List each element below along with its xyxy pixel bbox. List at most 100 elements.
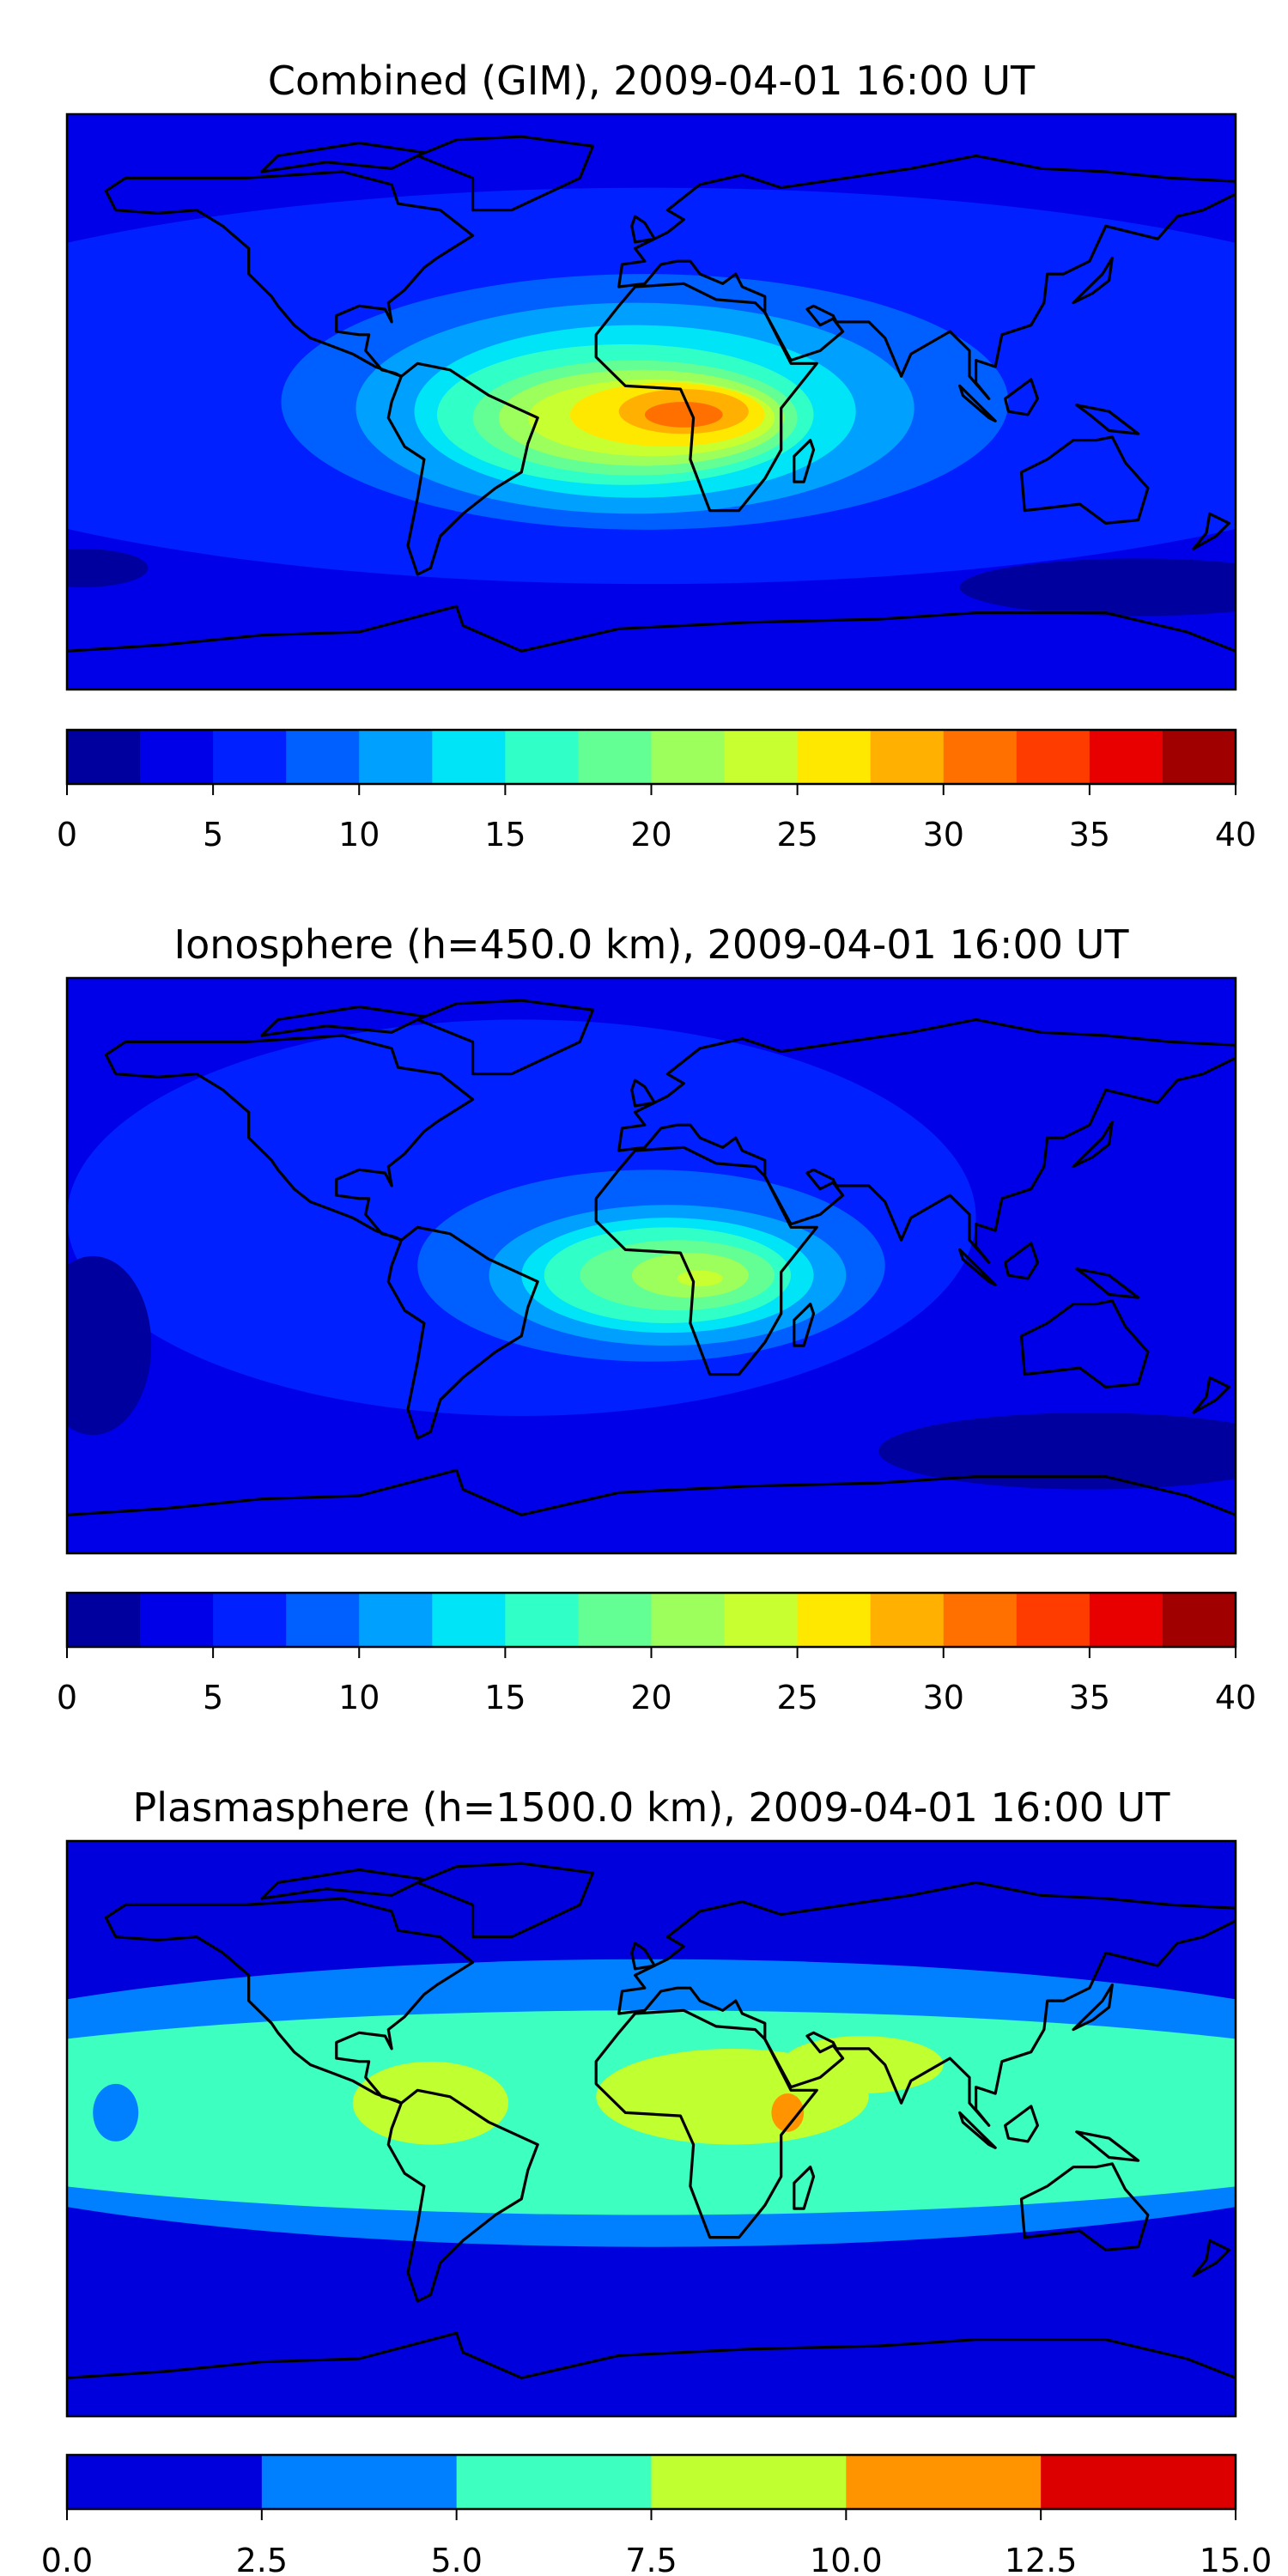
colorbar-tick-label: 10 [338, 1679, 380, 1716]
coastline-new-zealand [1192, 2239, 1231, 2277]
colorbar-segment [1089, 1593, 1163, 1647]
map-frame [65, 112, 1237, 691]
coastline-new-guinea [1075, 404, 1140, 435]
coastline-japan [1072, 1120, 1114, 1169]
colorbar-segment [651, 2455, 847, 2509]
coastline-antarctica [67, 1468, 1236, 1516]
coastline-sumatra [958, 384, 997, 422]
coastline-greenland [416, 1862, 595, 1939]
coastline-new-zealand [1192, 512, 1231, 550]
colorbar-segment [213, 730, 287, 784]
coastline-africa [594, 1145, 818, 1376]
colorbar-tick-label: 20 [630, 1679, 671, 1716]
colorbar-segment [846, 2455, 1042, 2509]
colorbar-tick-label: 7.5 [625, 2542, 677, 2576]
coastline-canadian-arctic [260, 1868, 426, 1900]
map-contours [67, 1841, 1236, 2416]
coastline-africa [594, 282, 818, 513]
contour-region-level-9 [677, 1270, 723, 1287]
contour-region-level-3 [352, 2061, 509, 2145]
colorbar-tick-label: 25 [776, 1679, 817, 1716]
contour-region-level-0 [67, 549, 149, 587]
panel-3: Plasmasphere (h=1500.0 km), 2009-04-01 1… [41, 1784, 1273, 2576]
coastline-australia [1019, 435, 1150, 526]
colorbar-segment [456, 2455, 652, 2509]
map-contours [67, 114, 1236, 690]
colorbar-segment [1016, 1593, 1091, 1647]
colorbar-segment [1016, 730, 1091, 784]
coastline-north-america [104, 1897, 475, 2105]
coastline-great-britain [630, 215, 656, 244]
colorbar-tick-label: 5 [203, 1679, 223, 1716]
coastline-eurasia [617, 1018, 1236, 1264]
panel-1: Combined (GIM), 2009-04-01 16:00 UT 0 5 10 1… [57, 58, 1256, 854]
colorbar: 0.0 2.5 5.0 7.5 10.0 12.5 15.0 [41, 2453, 1273, 2576]
colorbar-segment [578, 730, 652, 784]
colorbar-segment [797, 1593, 872, 1647]
colorbar-tick-label: 0 [57, 816, 77, 854]
colorbar-segment [651, 730, 726, 784]
coastlines [67, 135, 1236, 653]
coastline-borneo [1003, 2105, 1040, 2143]
contour-region-level-3 [781, 2036, 944, 2094]
colorbar-segment [1162, 1593, 1236, 1647]
contour-region-level-4 [771, 2093, 805, 2132]
colorbar-segment [870, 1593, 945, 1647]
coastline-greenland [416, 135, 595, 212]
colorbar-tick-label: 5 [203, 816, 223, 854]
colorbar-tick-label: 40 [1215, 1679, 1256, 1716]
colorbar-segment [505, 730, 579, 784]
panel-title: Plasmasphere (h=1500.0 km), 2009-04-01 1… [133, 1784, 1171, 1831]
colorbar-tick-label: 30 [923, 816, 964, 854]
coastline-japan [1072, 256, 1114, 305]
colorbar-segment [870, 730, 945, 784]
contour-region-level-0 [67, 1255, 152, 1436]
colorbar: 0 5 10 15 20 25 30 35 40 [57, 728, 1256, 854]
colorbar-tick-label: 30 [923, 1679, 964, 1716]
colorbar-tick-label: 20 [630, 816, 671, 854]
coastlines [67, 999, 1236, 1516]
coastline-south-america [386, 2088, 539, 2303]
colorbar-tick-label: 35 [1069, 1679, 1110, 1716]
colorbar-segment [943, 1593, 1018, 1647]
colorbar-segment [432, 1593, 506, 1647]
colorbar-segment [359, 730, 433, 784]
coastline-south-america [386, 361, 539, 576]
coastline-new-guinea [1075, 1267, 1140, 1299]
colorbar-segment [1089, 730, 1163, 784]
coastline-antarctica [67, 605, 1236, 653]
contour-region-level-0 [878, 1413, 1236, 1490]
colorbar-segment [1162, 730, 1236, 784]
colorbar-segment [651, 1593, 726, 1647]
coastline-borneo [1003, 1242, 1040, 1280]
coastline-borneo [1003, 378, 1040, 416]
colorbar-segment [1041, 2455, 1236, 2509]
coastline-canadian-arctic [260, 1005, 426, 1037]
colorbar-segment [505, 1593, 579, 1647]
colorbar-tick-label: 0 [57, 1679, 77, 1716]
colorbar-segment [359, 1593, 433, 1647]
colorbar-segment [140, 730, 214, 784]
contour-region-level-1 [93, 2083, 139, 2142]
colorbar-tick-label: 10 [338, 816, 380, 854]
coastline-new-guinea [1075, 2130, 1140, 2162]
coastline-antarctica [67, 2331, 1236, 2379]
colorbar-segment [213, 1593, 287, 1647]
map-frame [65, 1839, 1237, 2418]
coastline-australia [1019, 2162, 1150, 2251]
colorbar-tick-label: 15.0 [1200, 2542, 1273, 2576]
colorbar-segment [432, 730, 506, 784]
contour-region-level-0 [959, 558, 1236, 617]
colorbar-tick-label: 35 [1069, 816, 1110, 854]
coastline-new-zealand [1192, 1376, 1231, 1414]
colorbar-segment [724, 730, 799, 784]
coastline-greenland [416, 999, 595, 1076]
coastline-canadian-arctic [260, 141, 426, 173]
colorbar-segment [67, 730, 141, 784]
colorbar-segment [943, 730, 1018, 784]
colorbar: 0 5 10 15 20 25 30 35 40 [57, 1591, 1256, 1716]
coastline-madagascar [793, 439, 816, 483]
colorbar-segment [261, 2455, 458, 2509]
panel-title: Ionosphere (h=450.0 km), 2009-04-01 16:0… [174, 921, 1130, 968]
coastline-madagascar [793, 1303, 816, 1347]
